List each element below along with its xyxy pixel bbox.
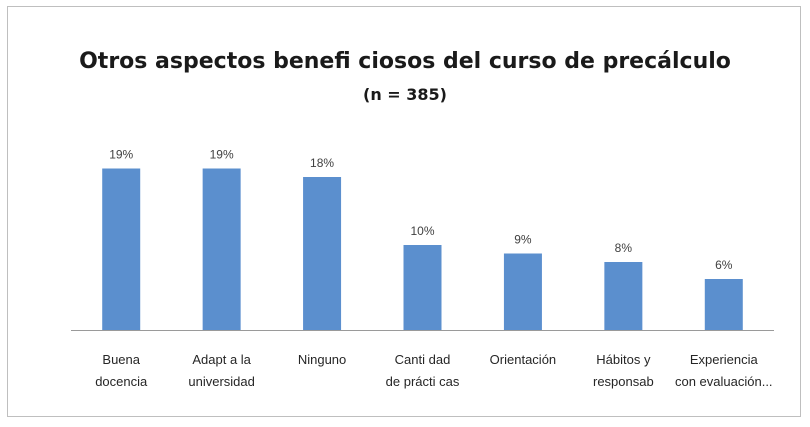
data-labels-group: 19% 19% 18% 10% 9% 8% 6% [109,148,733,273]
chart-subtitle: (n = 385) [363,85,447,104]
category-label-line: Ninguno [298,352,346,367]
bar-4 [403,245,442,330]
data-label-2: 19% [210,148,234,162]
category-labels-group: Buena docencia Adapt a la universidad Ningun… [95,352,772,389]
data-label-5: 9% [514,233,532,247]
category-label-line: responsab [593,374,654,389]
bar-3 [303,177,342,330]
category-label-6: Hábitos y responsab [593,352,654,389]
bar-5 [503,253,542,330]
category-label-3: Ninguno [298,352,346,367]
category-label-line: Canti dad [395,352,451,367]
bar-2 [202,168,241,330]
category-label-line: docencia [95,374,148,389]
category-label-line: con evaluación... [675,374,773,389]
bar-chart-plot: 19% 19% 18% 10% 9% 8% 6% Buena docencia Adapt a … [71,148,774,389]
data-label-4: 10% [410,224,434,238]
data-label-1: 19% [109,148,133,162]
category-label-line: Orientación [490,352,556,367]
bar-7 [704,279,743,330]
data-label-6: 8% [615,241,633,255]
chart-title: Otros aspectos benefi ciosos del curso d… [79,49,731,74]
category-label-line: Adapt a la [192,352,251,367]
bar-1 [102,168,141,330]
category-label-7: Experiencia con evaluación... [675,352,773,389]
category-label-4: Canti dad de prácti cas [386,352,460,389]
bar-6 [604,262,643,330]
bars-group [102,168,743,330]
data-label-7: 6% [715,258,733,272]
category-label-line: Hábitos y [596,352,651,367]
category-label-line: Buena [102,352,140,367]
category-label-line: Experiencia [690,352,759,367]
chart-frame: Otros aspectos benefi ciosos del curso d… [7,6,801,417]
category-label-line: de prácti cas [386,374,460,389]
category-label-line: universidad [188,374,255,389]
category-label-5: Orientación [490,352,556,367]
category-label-1: Buena docencia [95,352,148,389]
category-label-2: Adapt a la universidad [188,352,255,389]
data-label-3: 18% [310,156,334,170]
